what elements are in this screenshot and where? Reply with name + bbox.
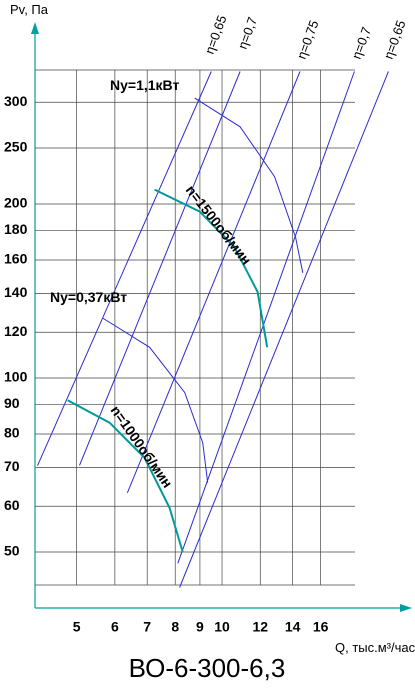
y-tick-label: 140 bbox=[4, 284, 28, 300]
curve bbox=[102, 317, 209, 483]
curve bbox=[154, 188, 269, 348]
curve-label: η=0,75 bbox=[294, 18, 322, 61]
y-tick-label: 180 bbox=[4, 221, 28, 237]
x-tick-label: 16 bbox=[313, 619, 329, 635]
y-tick-label: 50 bbox=[4, 543, 20, 559]
curve-label: η=0,65 bbox=[202, 13, 230, 56]
y-tick-label: 60 bbox=[4, 497, 20, 513]
curve bbox=[67, 399, 184, 553]
curve bbox=[177, 71, 355, 564]
y-tick-label: 300 bbox=[4, 93, 28, 109]
y-tick-label: 100 bbox=[4, 369, 28, 385]
curve-label: Ny=1,1кВт bbox=[110, 77, 179, 93]
x-tick-label: 6 bbox=[111, 619, 119, 635]
x-tick-label: 12 bbox=[252, 619, 268, 635]
curve bbox=[179, 71, 389, 588]
x-tick-label: 7 bbox=[143, 619, 151, 635]
x-tick-label: 9 bbox=[196, 619, 204, 635]
curve bbox=[79, 71, 241, 466]
curve-label: η=0,7 bbox=[349, 25, 374, 61]
y-arrow bbox=[31, 22, 39, 34]
x-tick-label: 10 bbox=[214, 619, 230, 635]
curve-label: η=0,7 bbox=[235, 15, 260, 51]
curve-label: n=1000об/мин bbox=[108, 403, 176, 491]
x-tick-label: 14 bbox=[285, 619, 301, 635]
curve-label: Ny=0,37кВт bbox=[50, 289, 127, 305]
x-tick-label: 5 bbox=[73, 619, 81, 635]
curve bbox=[126, 71, 301, 493]
x-axis-label: Q, тыс.м³/час bbox=[335, 640, 415, 655]
curve bbox=[37, 71, 212, 466]
y-tick-label: 200 bbox=[4, 195, 28, 211]
curve-label: η=0,65 bbox=[381, 18, 409, 61]
x-arrow bbox=[400, 604, 412, 612]
y-axis-label: Pv, Па bbox=[10, 2, 49, 17]
y-tick-label: 80 bbox=[4, 425, 20, 441]
chart-title: ВО-6-300-6,3 bbox=[129, 653, 286, 683]
y-tick-label: 250 bbox=[4, 139, 28, 155]
y-tick-label: 70 bbox=[4, 458, 20, 474]
y-tick-label: 160 bbox=[4, 251, 28, 267]
y-tick-label: 90 bbox=[4, 395, 20, 411]
curve bbox=[194, 97, 304, 273]
curve-label: n=1500об/мин bbox=[183, 182, 255, 268]
x-tick-label: 8 bbox=[171, 619, 179, 635]
y-tick-label: 120 bbox=[4, 323, 28, 339]
